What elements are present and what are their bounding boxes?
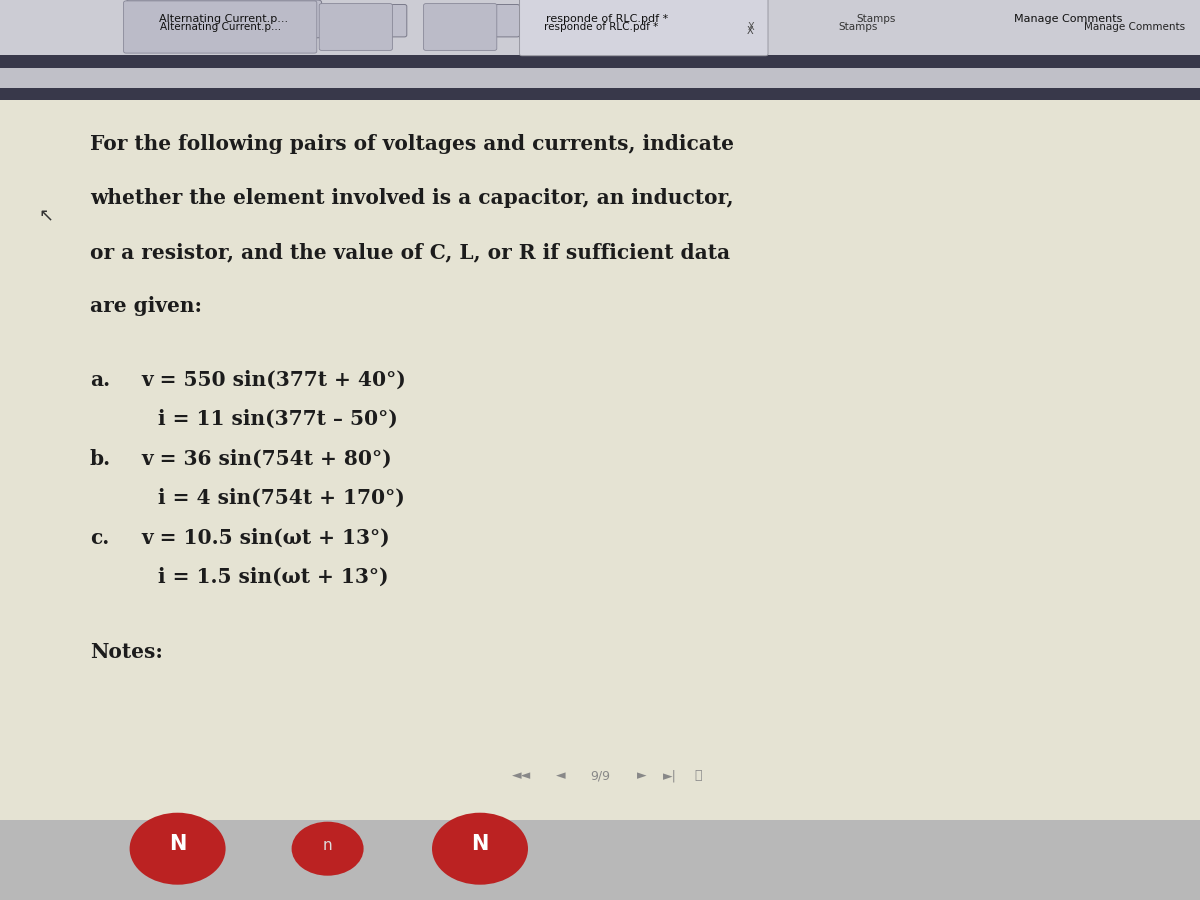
FancyBboxPatch shape (319, 4, 392, 50)
FancyBboxPatch shape (124, 1, 317, 53)
Text: X: X (748, 22, 755, 32)
Text: ►: ► (637, 770, 647, 782)
Bar (0, 820, 1200, 900)
Text: v = 36 sin(754t + 80°): v = 36 sin(754t + 80°) (142, 449, 392, 469)
FancyBboxPatch shape (126, 0, 322, 38)
Text: 🗋: 🗋 (695, 770, 702, 782)
Text: Stamps: Stamps (857, 14, 895, 24)
Text: Alternating Current.p...: Alternating Current.p... (160, 14, 288, 24)
Bar (0, 68, 1200, 88)
Text: ►|: ►| (662, 770, 677, 782)
FancyBboxPatch shape (424, 4, 497, 50)
Text: Stamps: Stamps (839, 22, 877, 32)
Text: 9/9: 9/9 (590, 770, 610, 782)
Text: Alternating Current.p...: Alternating Current.p... (160, 22, 281, 32)
Bar (0, 0, 1200, 55)
Text: c.: c. (90, 528, 109, 548)
Circle shape (292, 822, 364, 876)
Text: Manage Comments: Manage Comments (1085, 22, 1186, 32)
Text: b.: b. (90, 449, 112, 469)
Text: ◄: ◄ (556, 770, 565, 782)
Text: N: N (472, 834, 488, 854)
Text: responde of RLC.pdf *: responde of RLC.pdf * (544, 22, 658, 32)
Text: ◄◄: ◄◄ (512, 770, 532, 782)
Text: i = 11 sin(377t – 50°): i = 11 sin(377t – 50°) (158, 409, 398, 428)
Text: Notes:: Notes: (90, 643, 163, 662)
Text: v = 550 sin(377t + 40°): v = 550 sin(377t + 40°) (142, 370, 407, 390)
Bar (0, 0, 1200, 38)
Circle shape (130, 813, 226, 885)
Text: N: N (169, 834, 186, 854)
Text: i = 4 sin(754t + 170°): i = 4 sin(754t + 170°) (158, 488, 406, 508)
Text: For the following pairs of voltages and currents, indicate: For the following pairs of voltages and … (90, 134, 734, 154)
Text: ↖: ↖ (38, 207, 53, 225)
Text: X: X (746, 25, 754, 36)
Text: whether the element involved is a capacitor, an inductor,: whether the element involved is a capaci… (90, 188, 733, 208)
FancyBboxPatch shape (324, 4, 407, 37)
Text: Manage Comments: Manage Comments (1014, 14, 1122, 24)
Circle shape (432, 813, 528, 885)
Text: i = 1.5 sin(ωt + 13°): i = 1.5 sin(ωt + 13°) (158, 567, 389, 587)
Text: are given:: are given: (90, 296, 202, 316)
FancyBboxPatch shape (437, 4, 520, 37)
Text: n: n (323, 839, 332, 853)
Text: v = 10.5 sin(ωt + 13°): v = 10.5 sin(ωt + 13°) (142, 528, 390, 548)
Text: or a resistor, and the value of C, L, or R if sufficient data: or a resistor, and the value of C, L, or… (90, 242, 730, 262)
Bar (0, 88, 1200, 100)
Text: responde of RLC.pdf *: responde of RLC.pdf * (546, 14, 668, 24)
FancyBboxPatch shape (520, 0, 764, 40)
Bar (0, 55, 1200, 68)
Bar (0, 100, 1200, 820)
Text: a.: a. (90, 370, 110, 390)
FancyBboxPatch shape (520, 0, 768, 56)
